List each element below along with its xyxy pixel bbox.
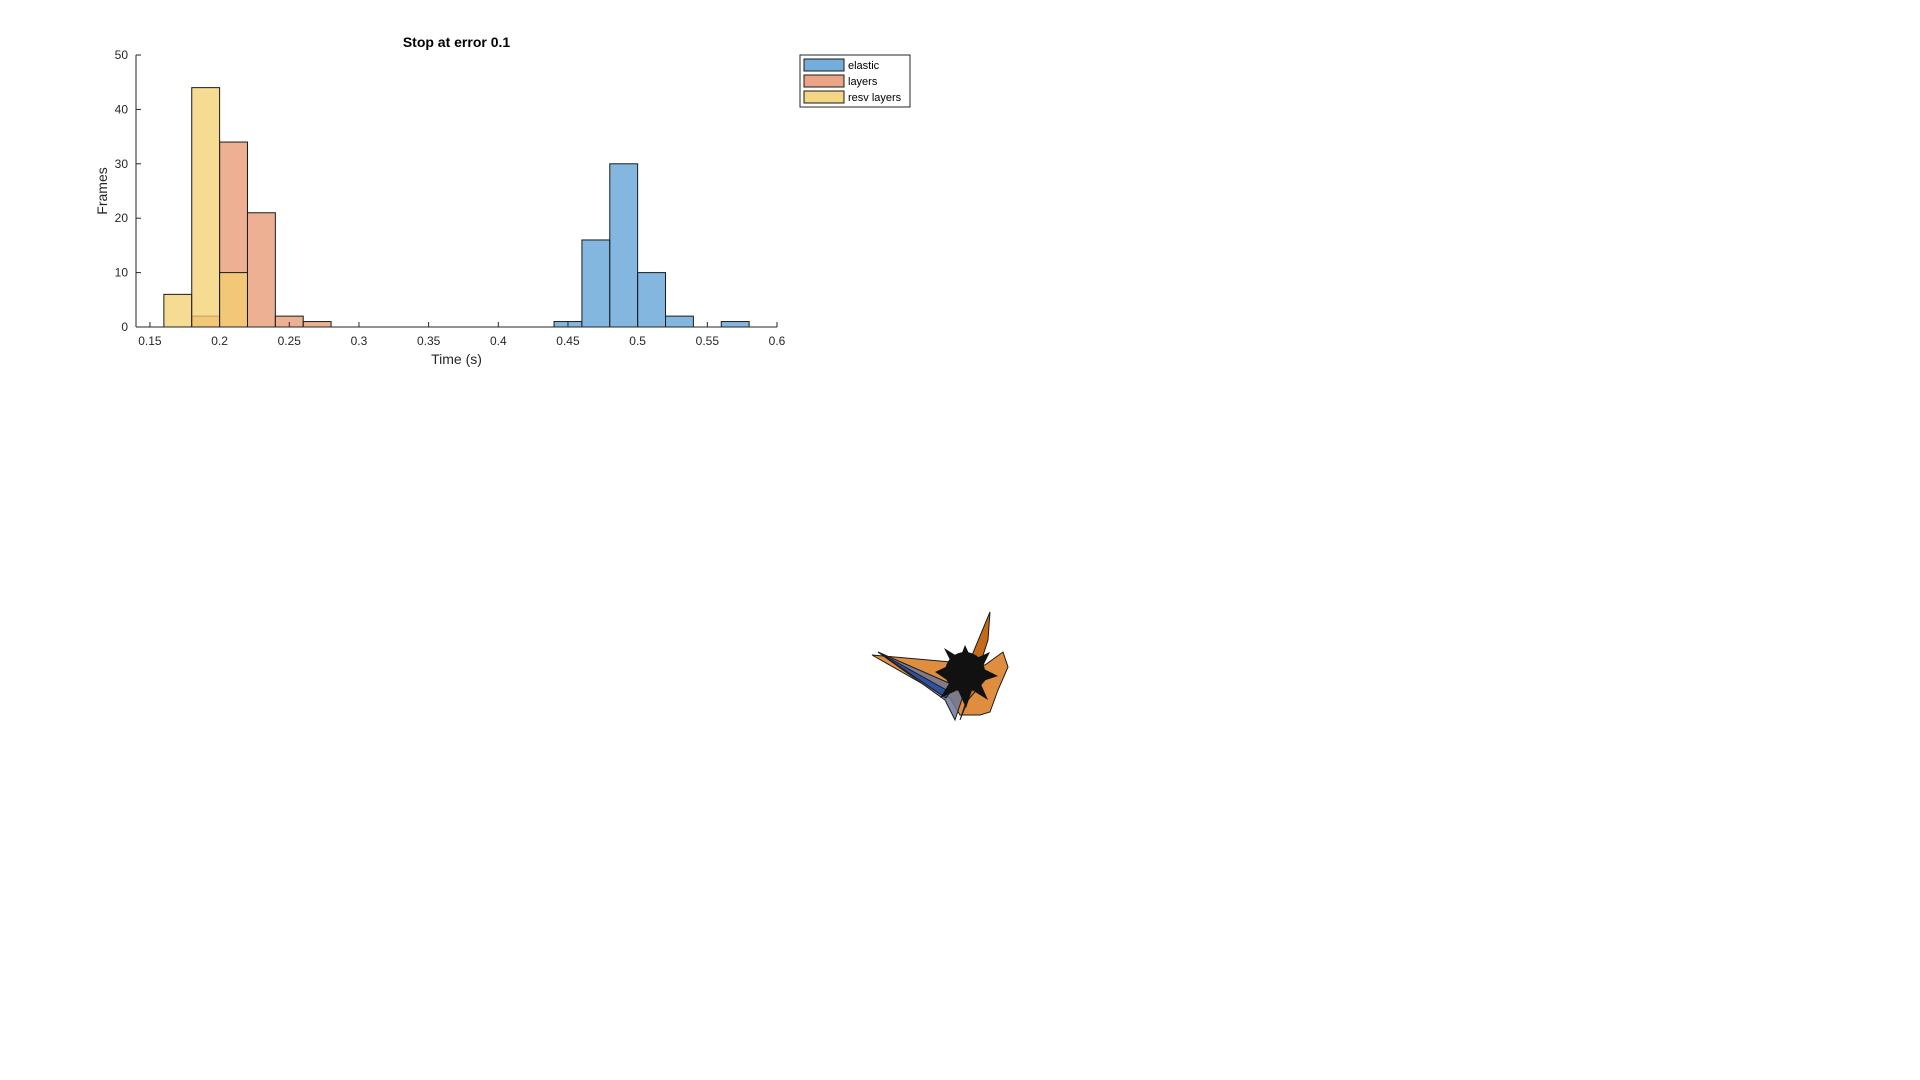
- bar-elastic-1: [581, 239, 611, 328]
- y-tick-label-2: 20: [115, 211, 129, 225]
- x-tick-label-9: 0.6: [769, 334, 786, 348]
- y-tick-label-3: 30: [115, 157, 129, 171]
- x-tick-label-0: 0.15: [138, 334, 162, 348]
- burst-spike-blue: [877, 651, 951, 699]
- y-tick-label-4: 40: [115, 102, 129, 116]
- x-tick-label-8: 0.55: [696, 334, 720, 348]
- y-tick-label-0: 0: [121, 320, 128, 334]
- y-tick-label-1: 10: [115, 266, 129, 280]
- bar-layers-2: [246, 212, 276, 328]
- legend-label-2: resv layers: [848, 92, 902, 104]
- bar-elastic-3: [637, 272, 667, 328]
- x-tick-label-6: 0.45: [556, 334, 580, 348]
- x-tick-label-5: 0.4: [490, 334, 507, 348]
- legend-swatch-2: [803, 90, 845, 104]
- bar-elastic-5: [720, 321, 750, 328]
- bar-elastic-4: [665, 315, 694, 328]
- chart-title: Stop at error 0.1: [403, 34, 511, 50]
- x-tick-label-7: 0.5: [629, 334, 646, 348]
- legend-label-1: layers: [848, 76, 878, 88]
- x-tick-label-3: 0.3: [351, 334, 368, 348]
- legend-swatch-1: [803, 74, 845, 88]
- burst-core-spikes: [935, 645, 998, 708]
- bar-elastic-2: [609, 163, 639, 328]
- legend-swatch-0: [803, 58, 845, 72]
- legend: elastic layers resv layers: [799, 54, 911, 108]
- y-tick-label-5: 50: [115, 48, 129, 62]
- bar-resv-layers-0: [163, 293, 193, 328]
- x-tick-label-2: 0.25: [278, 334, 302, 348]
- legend-label-0: elastic: [848, 60, 880, 72]
- x-axis-label: Time (s): [431, 351, 482, 367]
- y-axis-label: Frames: [94, 167, 110, 214]
- x-tick-label-4: 0.35: [417, 334, 441, 348]
- star-burst-graphic: [871, 611, 1009, 722]
- axes: [135, 55, 777, 328]
- bar-layers-4: [302, 321, 332, 328]
- bar-resv-layers-1: [191, 87, 221, 328]
- bar-resv-layers-2: [219, 272, 248, 328]
- histogram-bars: [163, 87, 750, 328]
- axis-ticks: 0.15 0.2 0.25 0.3 0.35 0.4 0.45 0.5 0.55 0.6 0 10 20…: [115, 48, 786, 348]
- x-tick-label-1: 0.2: [211, 334, 228, 348]
